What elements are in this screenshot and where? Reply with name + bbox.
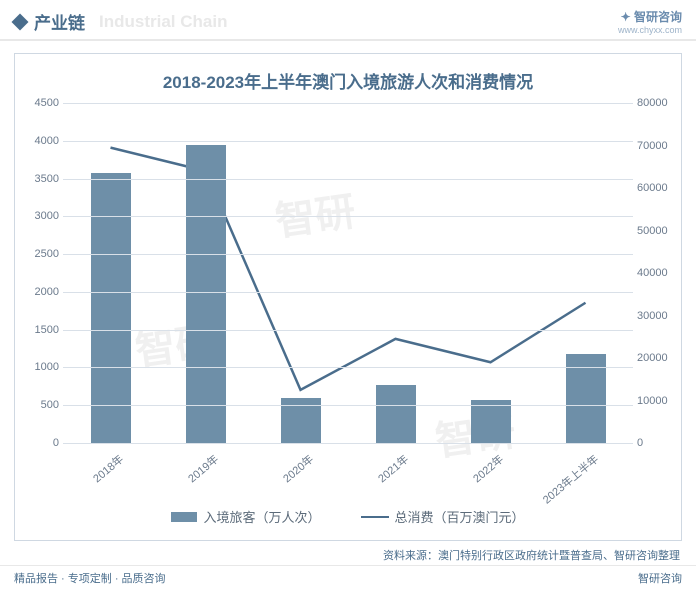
- y-right-tick: 40000: [637, 267, 679, 279]
- y-left-tick: 4500: [19, 97, 59, 109]
- plot-area: 0500100015002000250030003500400045000100…: [63, 103, 633, 443]
- grid-line: [63, 254, 633, 255]
- y-left-tick: 0: [19, 437, 59, 449]
- grid-line: [63, 330, 633, 331]
- x-axis-label: 2019年: [184, 451, 221, 486]
- y-right-tick: 80000: [637, 97, 679, 109]
- y-left-tick: 2500: [19, 248, 59, 260]
- grid-line: [63, 292, 633, 293]
- y-right-tick: 70000: [637, 140, 679, 152]
- legend: 入境旅客（万人次） 总消费（百万澳门元）: [15, 503, 681, 540]
- x-axis-label: 2021年: [374, 451, 411, 486]
- bars-group: [63, 103, 633, 443]
- grid-line: [63, 141, 633, 142]
- grid-line: [63, 216, 633, 217]
- grid-line: [63, 179, 633, 180]
- header-bar: 产业链 Industrial Chain ✦ 智研咨询 www.chyxx.co…: [0, 0, 696, 41]
- y-left-tick: 500: [19, 399, 59, 411]
- y-left-tick: 1000: [19, 361, 59, 373]
- source-note: 资料来源：澳门特别行政区政府统计暨普查局、智研咨询整理: [0, 541, 696, 565]
- y-right-tick: 10000: [637, 395, 679, 407]
- legend-item-bar: 入境旅客（万人次）: [171, 507, 320, 526]
- x-axis-label: 2023年上半年: [539, 451, 602, 507]
- footer: 精品报告 · 专项定制 · 品质咨询 智研咨询: [0, 565, 696, 590]
- diamond-icon: [12, 13, 29, 30]
- y-left-tick: 1500: [19, 324, 59, 336]
- grid-line: [63, 103, 633, 104]
- legend-item-line: 总消费（百万澳门元）: [361, 507, 525, 526]
- bar: [471, 400, 511, 443]
- y-left-tick: 3000: [19, 210, 59, 222]
- x-axis-label: 2020年: [279, 451, 316, 486]
- footer-right: 智研咨询: [638, 570, 682, 586]
- bar: [186, 145, 226, 443]
- footer-left: 精品报告 · 专项定制 · 品质咨询: [14, 570, 166, 586]
- y-right-tick: 60000: [637, 182, 679, 194]
- legend-bar-label: 入境旅客（万人次）: [203, 507, 320, 526]
- legend-line-swatch: [361, 516, 389, 518]
- chart-container: 智研 智研 智研 2018-2023年上半年澳门入境旅游人次和消费情况 0500…: [14, 53, 682, 541]
- x-axis-label: 2022年: [469, 451, 506, 486]
- section-title-shadow: Industrial Chain: [99, 12, 227, 32]
- bar: [91, 173, 131, 443]
- brand-url: www.chyxx.com: [618, 25, 682, 35]
- legend-bar-swatch: [171, 512, 197, 522]
- header-left: 产业链 Industrial Chain: [14, 9, 227, 34]
- y-left-tick: 4000: [19, 135, 59, 147]
- chart-title: 2018-2023年上半年澳门入境旅游人次和消费情况: [15, 54, 681, 103]
- y-right-tick: 30000: [637, 310, 679, 322]
- section-title: 产业链: [34, 9, 85, 34]
- grid-line: [63, 405, 633, 406]
- y-right-tick: 0: [637, 437, 679, 449]
- x-axis-label: 2018年: [89, 451, 126, 486]
- y-right-tick: 20000: [637, 352, 679, 364]
- x-axis-labels: 2018年2019年2020年2021年2022年2023年上半年: [63, 443, 633, 503]
- bar: [376, 385, 416, 443]
- y-right-tick: 50000: [637, 225, 679, 237]
- legend-line-label: 总消费（百万澳门元）: [395, 507, 525, 526]
- y-left-tick: 2000: [19, 286, 59, 298]
- grid-line: [63, 367, 633, 368]
- brand-name: ✦ 智研咨询: [618, 8, 682, 25]
- brand-logo: ✦ 智研咨询 www.chyxx.com: [618, 8, 682, 35]
- y-left-tick: 3500: [19, 173, 59, 185]
